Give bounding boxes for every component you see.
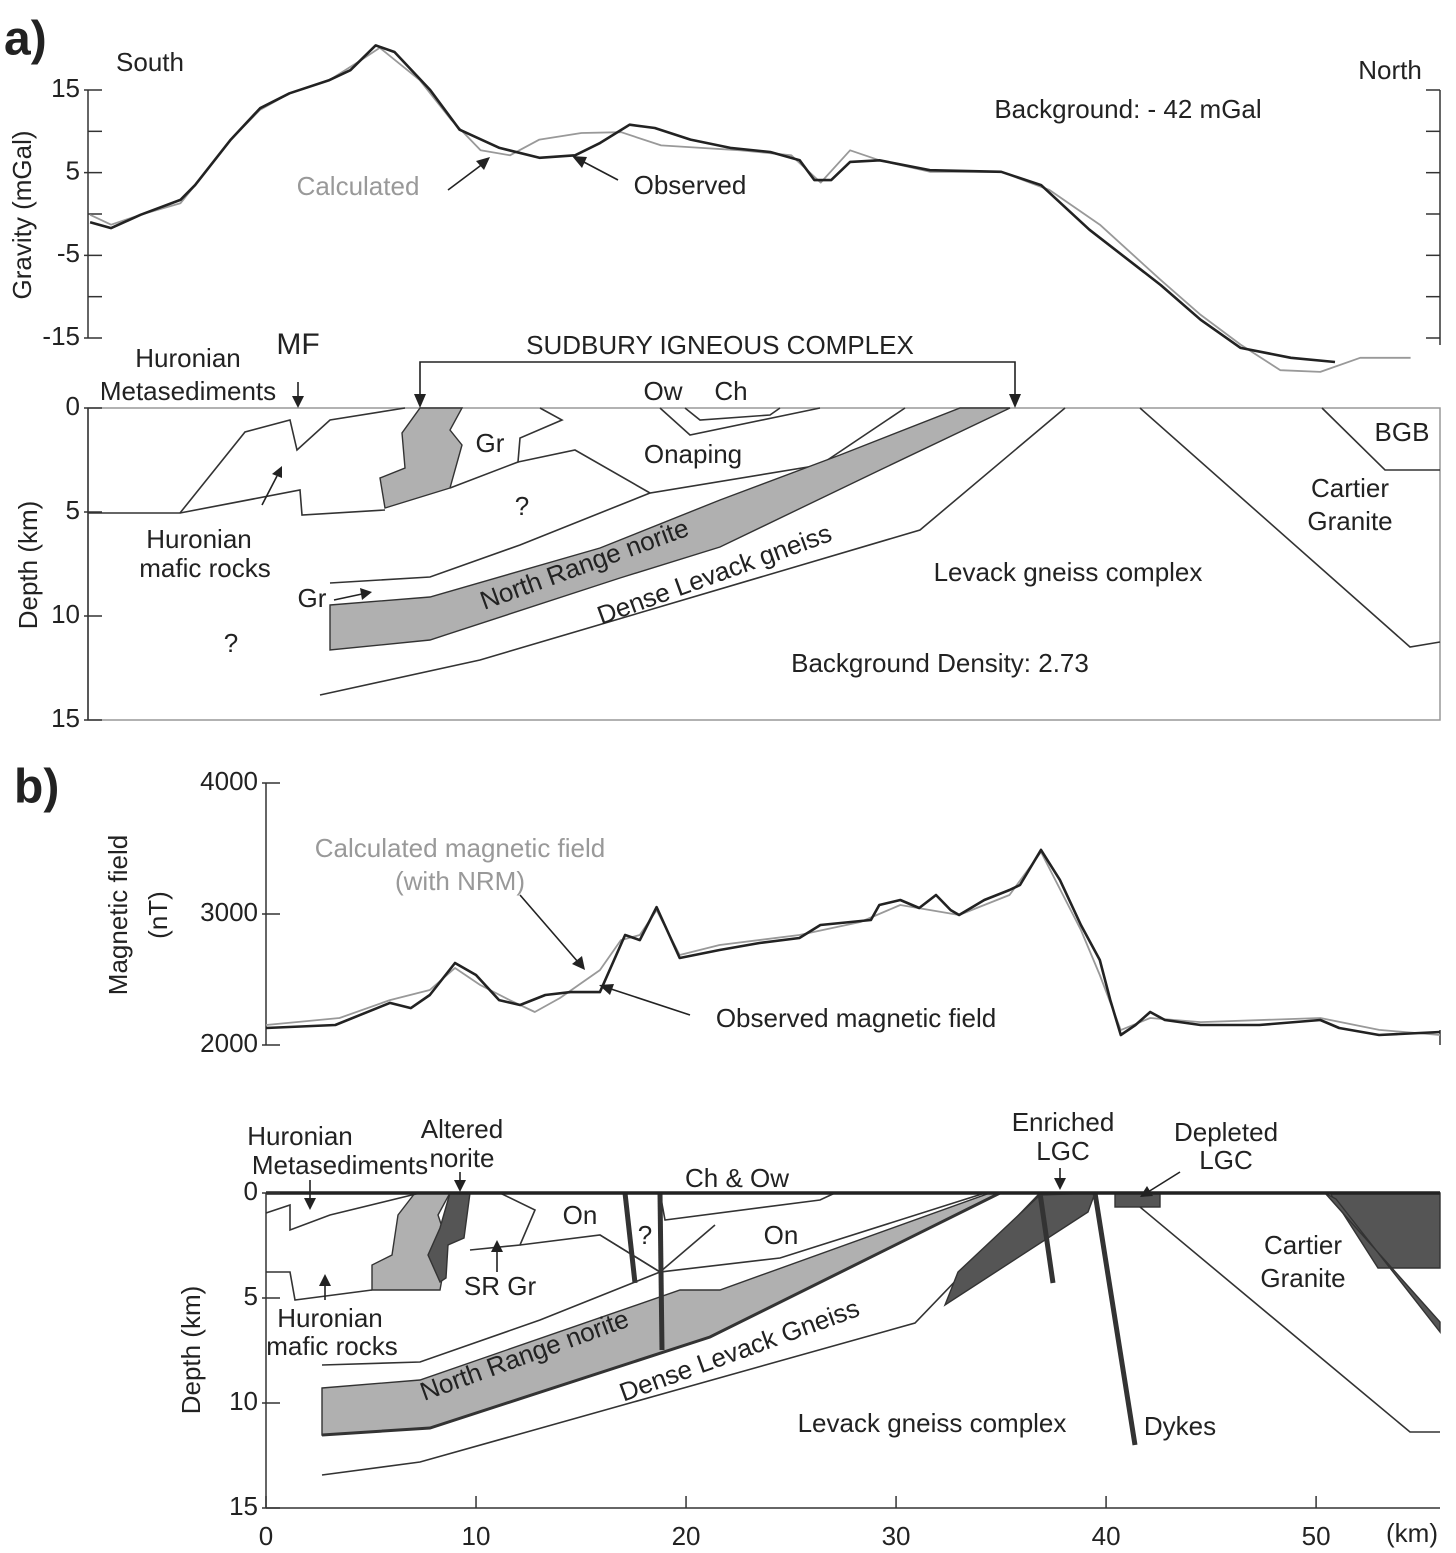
- unit-label: Gr: [476, 428, 505, 458]
- unit-label: BGB: [1375, 417, 1430, 447]
- background-note: Background: - 42 mGal: [994, 94, 1261, 124]
- y-tick-label: 5: [66, 495, 80, 525]
- unit-label: SR Gr: [464, 1271, 537, 1301]
- y-tick-label: 4000: [200, 766, 258, 796]
- unit-label: Gr: [298, 583, 327, 613]
- y-tick-label: -15: [42, 321, 80, 351]
- y-tick-label: 15: [51, 73, 80, 103]
- unit-label: Ch: [714, 376, 747, 406]
- data-line: [265, 848, 1441, 1037]
- x-tick-label: 10: [462, 1521, 491, 1551]
- y-tick-label: 10: [51, 599, 80, 629]
- unit-label: Ow: [644, 376, 683, 406]
- fault-label: MF: [276, 328, 319, 361]
- y-axis-label: Depth (km): [176, 1286, 206, 1415]
- series-label: Calculated: [297, 171, 420, 201]
- x-tick-label: 50: [1302, 1521, 1331, 1551]
- section-b-geology: [265, 1168, 1441, 1476]
- unit-label: Huronian: [277, 1303, 383, 1333]
- unit-label: Metasediments: [252, 1150, 428, 1180]
- x-axis-label: (km): [1386, 1518, 1438, 1548]
- y-tick-label: 3000: [200, 897, 258, 927]
- unit-label: ?: [638, 1220, 652, 1250]
- unit-label: Granite: [1307, 506, 1392, 536]
- unit-label: Huronian: [135, 343, 241, 373]
- series-label: Calculated magnetic field: [315, 833, 606, 863]
- panel-label: a): [4, 13, 47, 66]
- unit-label: Metasediments: [100, 376, 276, 406]
- unit-label: mafic rocks: [139, 553, 270, 583]
- unit-label: Onaping: [644, 439, 742, 469]
- unit-label: norite: [429, 1143, 494, 1173]
- section-a-geology: [88, 361, 1441, 696]
- unit-label: LGC: [1199, 1145, 1252, 1175]
- unit-label: Huronian: [146, 524, 252, 554]
- unit-label: Cartier: [1264, 1230, 1342, 1260]
- y-tick-label: 5: [244, 1281, 258, 1311]
- series-label: Observed magnetic field: [716, 1003, 996, 1033]
- series-note: (with NRM): [395, 866, 525, 896]
- north-label: North: [1358, 55, 1422, 85]
- y-axis-label: Magnetic field: [103, 835, 133, 995]
- series-label: Observed: [634, 170, 747, 200]
- unit-label: Depleted: [1174, 1117, 1278, 1147]
- y-tick-label: 0: [244, 1176, 258, 1206]
- x-tick-label: 0: [259, 1521, 273, 1551]
- unit-label: Ch & Ow: [685, 1163, 789, 1193]
- panel-label: b): [14, 761, 59, 814]
- unit-label: ?: [515, 491, 529, 521]
- y-axis-label: (nT): [143, 891, 173, 939]
- y-tick-label: -5: [57, 238, 80, 268]
- unit-label: On: [563, 1200, 598, 1230]
- x-tick-label: 30: [882, 1521, 911, 1551]
- y-axis-label: Gravity (mGal): [7, 131, 37, 300]
- y-tick-label: 5: [66, 156, 80, 186]
- unit-label: Levack gneiss complex: [798, 1408, 1067, 1438]
- x-tick-label: 40: [1092, 1521, 1121, 1551]
- unit-label: Cartier: [1311, 473, 1389, 503]
- unit-label: Levack gneiss complex: [934, 557, 1203, 587]
- unit-label: LGC: [1036, 1136, 1089, 1166]
- unit-label: Dykes: [1144, 1411, 1216, 1441]
- unit-label: Enriched: [1012, 1107, 1115, 1137]
- pointer-arrows: [447, 156, 619, 191]
- unit-label: mafic rocks: [266, 1331, 397, 1361]
- y-tick-label: 15: [51, 703, 80, 733]
- unit-label: Huronian: [247, 1121, 353, 1151]
- data-line: [89, 44, 1336, 364]
- unit-label: On: [764, 1220, 799, 1250]
- unit-label: Granite: [1260, 1263, 1345, 1293]
- y-axis-label: Depth (km): [13, 501, 43, 630]
- density-note: Background Density: 2.73: [791, 648, 1089, 678]
- unit-label: ?: [224, 628, 238, 658]
- y-tick-label: 2000: [200, 1028, 258, 1058]
- south-label: South: [116, 47, 184, 77]
- y-tick-label: 15: [229, 1491, 258, 1521]
- unit-label: Altered: [421, 1114, 503, 1144]
- data-line: [265, 851, 1441, 1036]
- section-title: SUDBURY IGNEOUS COMPLEX: [526, 330, 914, 360]
- x-tick-label: 20: [672, 1521, 701, 1551]
- y-tick-label: 0: [66, 391, 80, 421]
- y-tick-label: 10: [229, 1386, 258, 1416]
